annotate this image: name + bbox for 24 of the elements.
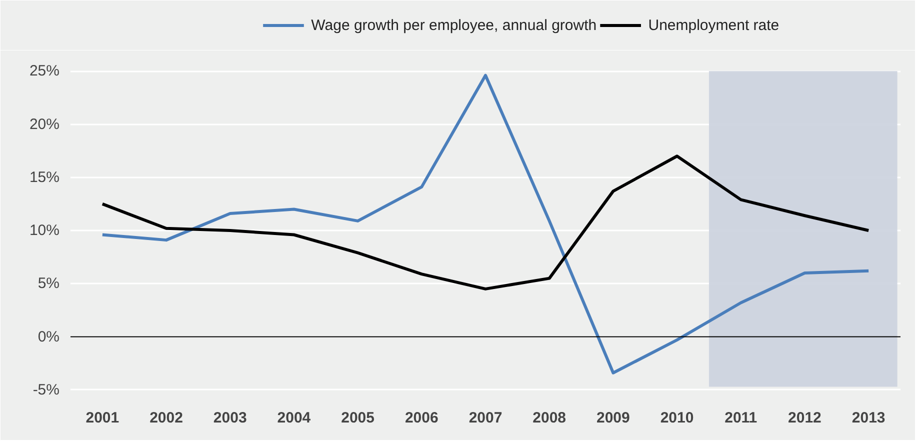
y-tick-label: 20%: [29, 116, 60, 133]
x-tick-label: 2010: [660, 410, 694, 426]
y-tick-label: 25%: [29, 62, 60, 80]
x-tick-label: 2012: [788, 410, 822, 426]
y-tick-label: -5%: [32, 381, 60, 398]
y-tick-label: 5%: [38, 275, 60, 292]
line-series: [100, 74, 870, 374]
x-tick-label: 2009: [596, 410, 630, 426]
y-tick-label: 15%: [29, 168, 60, 186]
x-tick-label: 2005: [341, 410, 374, 426]
x-tick-label: 2004: [277, 410, 312, 426]
x-tick-label: 2003: [213, 410, 247, 426]
x-tick-label: 2006: [404, 410, 438, 426]
x-tick-label: 2011: [724, 410, 758, 426]
x-tick-label: 2008: [532, 410, 566, 426]
legend-label: Wage growth per employee, annual growth: [311, 17, 597, 34]
line-series: [100, 154, 870, 290]
y-tick-label: 0%: [38, 328, 60, 346]
y-tick-label: 10%: [29, 222, 60, 239]
legend-label: Unemployment rate: [648, 17, 780, 34]
x-tick-label: 2007: [468, 410, 502, 426]
x-tick-label: 2013: [852, 410, 886, 426]
x-tick-label: 2001: [86, 410, 120, 426]
x-tick-label: 2002: [150, 410, 183, 426]
